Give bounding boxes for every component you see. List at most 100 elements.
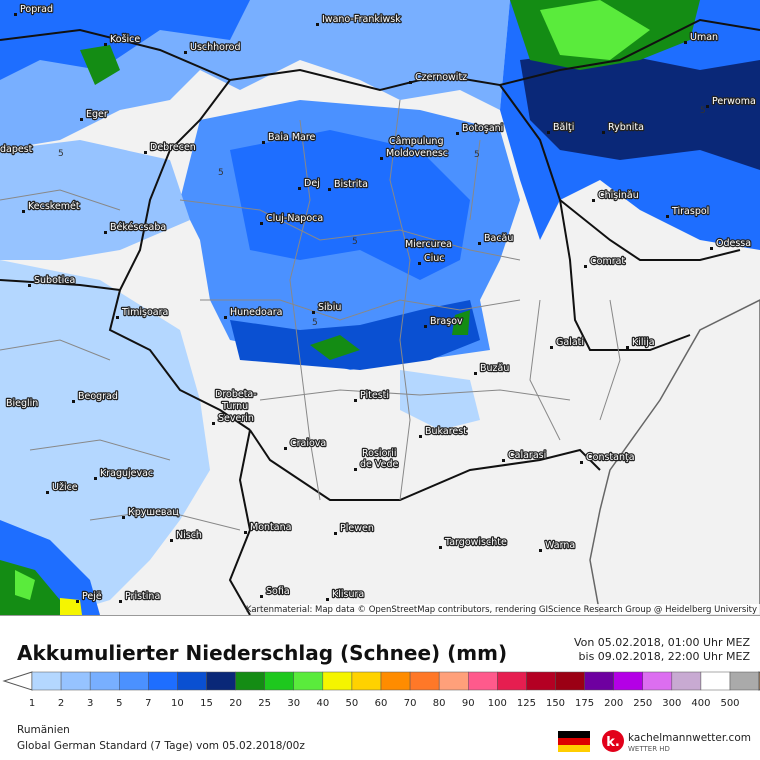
- legend-label: 40: [316, 698, 329, 709]
- city-label: Montana: [250, 522, 291, 533]
- city-marker: [328, 188, 331, 191]
- city-marker: [28, 284, 31, 287]
- precip-area: [452, 310, 470, 335]
- valid-from: Von 05.02.2018, 01:00 Uhr MEZ: [574, 636, 751, 649]
- legend-swatch: [584, 671, 614, 691]
- city-marker: [104, 43, 107, 46]
- city-label: Poprad: [20, 4, 53, 15]
- city-label: Beograd: [78, 391, 118, 402]
- legend-swatch: [351, 671, 382, 691]
- city-marker: [380, 157, 383, 160]
- city-marker: [580, 461, 583, 464]
- legend-swatch: [468, 671, 498, 691]
- city-label: Bieglin: [6, 398, 38, 409]
- city-label: Debrecen: [150, 142, 196, 153]
- city-label: Eger: [86, 109, 108, 120]
- city-label: Békéscsaba: [110, 222, 166, 233]
- city-marker: [80, 118, 83, 121]
- legend-swatch: [642, 671, 673, 691]
- city-label: Pristina: [125, 591, 160, 602]
- legend-label: 2: [58, 698, 64, 709]
- city-label: Uschhorod: [190, 42, 241, 53]
- city-marker: [316, 23, 319, 26]
- legend-label: 150: [546, 698, 565, 709]
- city-label: Tiraspol: [671, 206, 709, 217]
- city-label: Baia Mare: [268, 132, 316, 143]
- city-label: Ciuc: [424, 253, 445, 264]
- city-label: Miercurea: [405, 239, 452, 250]
- city-label: Bistrita: [334, 179, 368, 190]
- legend: 1 2 3 5 7 10 15 20 25 30 40 50 60 70 80 90 100 125 150 175 2…: [2, 671, 760, 709]
- legend-label: 30: [287, 698, 300, 709]
- city-marker: [212, 422, 215, 425]
- city-marker: [666, 215, 669, 218]
- city-label: Sofia: [266, 586, 290, 597]
- legend-swatch: [700, 671, 731, 691]
- contour-label: 5: [700, 106, 706, 116]
- city-marker: [260, 595, 263, 598]
- city-label: Kecskemét: [28, 201, 80, 212]
- map: Poprad Košice Uschhorod Iwano-Frankiwsk Czer…: [0, 0, 760, 616]
- city-marker: [184, 51, 187, 54]
- city-label: Drobeta-: [215, 389, 257, 400]
- city-label: Sibiu: [318, 302, 341, 313]
- city-marker: [502, 459, 505, 462]
- city-marker: [14, 13, 17, 16]
- city-marker: [122, 516, 125, 519]
- legend-label: 500: [720, 698, 739, 709]
- city-label: de Vede: [360, 459, 399, 470]
- city-marker: [334, 532, 337, 535]
- city-label: Košice: [110, 34, 140, 45]
- legend-label: 60: [375, 698, 388, 709]
- city-marker: [284, 447, 287, 450]
- city-marker: [354, 468, 357, 471]
- attribution: Kartenmaterial: Map data © OpenStreetMap…: [246, 605, 757, 615]
- precip-area: [400, 370, 480, 430]
- legend-swatch: [438, 671, 469, 691]
- city-label: Cluj-Napoca: [266, 213, 323, 224]
- legend-swatch: [119, 671, 149, 691]
- flag-stripe: [558, 745, 590, 752]
- city-marker: [104, 231, 107, 234]
- city-label: Botoşani: [462, 123, 503, 134]
- city-label: Užice: [52, 482, 78, 493]
- city-marker: [119, 600, 122, 603]
- valid-to: bis 09.02.2018, 22:00 Uhr MEZ: [579, 650, 751, 663]
- city-marker: [424, 325, 427, 328]
- legend-swatch: [526, 671, 556, 691]
- city-label: Targowischte: [444, 537, 507, 548]
- city-label: Severin: [218, 413, 254, 424]
- city-label: Kragujevac: [100, 468, 153, 479]
- city-marker: [116, 316, 119, 319]
- precip-area: [520, 50, 760, 170]
- city-label: Constanţa: [586, 452, 635, 463]
- city-marker: [170, 539, 173, 542]
- legend-swatch: [177, 671, 207, 691]
- city-marker: [22, 210, 25, 213]
- city-label: Iwano-Frankiwsk: [322, 14, 401, 25]
- flag-stripe: [558, 731, 590, 738]
- legend-swatch: [555, 671, 585, 691]
- city-marker: [326, 598, 329, 601]
- city-marker: [547, 131, 550, 134]
- city-marker: [602, 131, 605, 134]
- city-label: Bacău: [484, 233, 513, 244]
- city-marker: [244, 531, 247, 534]
- brand: kachelmannwetter.com: [628, 732, 751, 744]
- precip-area: [540, 0, 650, 60]
- city-marker: [144, 151, 147, 154]
- city-marker: [592, 199, 595, 202]
- legend-label: 1: [29, 698, 35, 709]
- legend-label: 7: [145, 698, 151, 709]
- precip-area: [0, 0, 250, 80]
- city-label: Rybnita: [608, 122, 644, 133]
- city-label: Крушевац: [128, 507, 179, 518]
- legend-swatch: [60, 671, 91, 691]
- city-label: Moldovenesc: [386, 148, 448, 159]
- city-marker: [298, 187, 301, 190]
- city-marker: [354, 399, 357, 402]
- legend-label: 15: [200, 698, 213, 709]
- city-marker: [409, 81, 412, 84]
- city-marker: [76, 600, 79, 603]
- city-label: Czernowitz: [415, 72, 467, 83]
